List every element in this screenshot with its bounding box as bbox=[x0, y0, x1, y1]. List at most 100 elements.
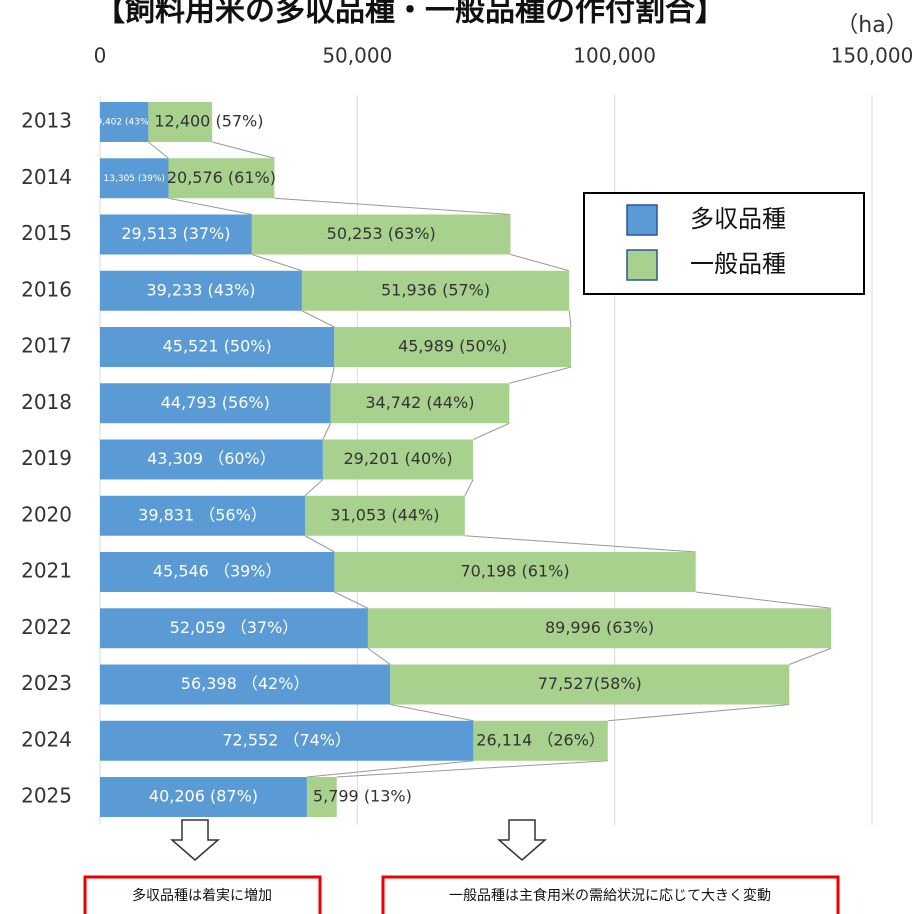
y-tick-label: 2013 bbox=[21, 109, 72, 133]
y-tick-label: 2023 bbox=[21, 671, 72, 695]
y-tick-label: 2016 bbox=[21, 277, 72, 301]
data-label: 31,053 (44%) bbox=[330, 505, 439, 524]
bar bbox=[100, 495, 305, 536]
data-label: 13,305 (39%) bbox=[104, 174, 165, 184]
y-tick-label: 2015 bbox=[21, 221, 72, 245]
connector bbox=[509, 366, 572, 384]
connector bbox=[304, 535, 335, 553]
connector bbox=[607, 704, 790, 722]
unit-label: （ha） bbox=[836, 13, 907, 38]
arrow bbox=[169, 819, 221, 861]
connector bbox=[472, 422, 510, 440]
data-label: 12,400 (57%) bbox=[154, 112, 263, 131]
bar bbox=[100, 552, 335, 592]
data-label: 44,793 (56%) bbox=[161, 393, 270, 412]
bar bbox=[473, 720, 608, 761]
connector bbox=[336, 760, 608, 778]
y-tick-label: 2019 bbox=[21, 446, 72, 470]
connector bbox=[390, 704, 474, 722]
connector bbox=[568, 310, 572, 328]
arrow bbox=[496, 819, 548, 861]
bar bbox=[100, 664, 391, 705]
bar bbox=[367, 608, 832, 649]
bar bbox=[334, 327, 571, 367]
annotation-box bbox=[83, 875, 322, 914]
data-label: 29,201 (40%) bbox=[343, 449, 452, 468]
bar bbox=[148, 102, 213, 142]
legend-swatch bbox=[626, 249, 658, 281]
connector bbox=[695, 591, 832, 609]
data-label: 72,552 （74%） bbox=[222, 730, 351, 749]
y-tick-label: 2025 bbox=[21, 784, 72, 808]
data-label: 9,402 (43%) bbox=[96, 118, 152, 128]
data-label: 40,206 (87%) bbox=[149, 787, 258, 806]
bar bbox=[306, 777, 337, 817]
legend-label: 一般品種 bbox=[690, 250, 786, 278]
connector bbox=[334, 591, 369, 609]
data-label: 45,521 (50%) bbox=[163, 337, 272, 356]
annotation: 多収品種は着実に増加 bbox=[132, 887, 272, 904]
chart-title: 【飼料用米の多収品種・一般品種の作付割合】 bbox=[95, 0, 725, 29]
bar bbox=[390, 664, 790, 705]
bar bbox=[322, 439, 474, 480]
connector bbox=[510, 254, 570, 272]
data-label: 52,059 （37%） bbox=[170, 618, 299, 637]
bar bbox=[100, 720, 474, 761]
connector bbox=[367, 647, 391, 665]
data-label: 50,253 (63%) bbox=[327, 224, 436, 243]
connector bbox=[322, 423, 331, 440]
data-label: 89,996 (63%) bbox=[545, 618, 654, 637]
y-tick-label: 2020 bbox=[21, 502, 72, 526]
bar bbox=[100, 327, 335, 367]
bar bbox=[100, 777, 307, 817]
data-label: 39,233 (43%) bbox=[146, 280, 255, 299]
x-tick-label: 150,000 bbox=[831, 44, 914, 68]
data-label: 39,831 （56%） bbox=[138, 505, 267, 524]
data-label: 34,742 (44%) bbox=[365, 393, 474, 412]
connector bbox=[464, 479, 474, 496]
legend-label: 多収品種 bbox=[690, 205, 786, 233]
bar bbox=[168, 158, 275, 199]
legend-swatch bbox=[626, 204, 658, 236]
connector bbox=[306, 760, 474, 778]
connector bbox=[212, 141, 275, 159]
connector bbox=[464, 535, 696, 553]
y-tick-label: 2024 bbox=[21, 727, 72, 751]
y-tick-label: 2018 bbox=[21, 390, 72, 414]
bar bbox=[330, 383, 510, 424]
annotation-box bbox=[381, 875, 840, 914]
connector bbox=[330, 366, 335, 384]
data-label: 20,576 (61%) bbox=[167, 168, 276, 187]
bar bbox=[100, 214, 252, 255]
data-label: 70,198 (61%) bbox=[460, 562, 569, 581]
bar bbox=[100, 158, 169, 199]
data-label: 51,936 (57%) bbox=[381, 280, 490, 299]
bar bbox=[334, 552, 696, 592]
connector bbox=[789, 647, 832, 665]
data-label: 5,799 (13%) bbox=[313, 787, 412, 806]
y-tick-label: 2014 bbox=[21, 165, 72, 189]
x-tick-label: 0 bbox=[94, 44, 107, 68]
data-label: 26,114 （26%） bbox=[476, 730, 605, 749]
annotation: 一般品種は主食用米の需給状況に応じて大きく変動 bbox=[449, 887, 771, 904]
data-label: 29,513 (37%) bbox=[121, 224, 230, 243]
bar bbox=[100, 102, 149, 142]
y-tick-label: 2017 bbox=[21, 334, 72, 358]
connector bbox=[274, 197, 511, 215]
connector bbox=[148, 141, 169, 159]
bar bbox=[301, 270, 570, 311]
bar bbox=[251, 214, 511, 255]
data-label: 45,546 （39%） bbox=[153, 562, 282, 581]
connector bbox=[168, 197, 252, 215]
bar bbox=[304, 495, 465, 536]
connector bbox=[304, 479, 324, 497]
bar bbox=[100, 439, 323, 480]
bar bbox=[100, 383, 331, 424]
data-label: 77,527(58%) bbox=[538, 674, 642, 693]
y-tick-label: 2021 bbox=[21, 559, 72, 583]
connector bbox=[251, 254, 303, 272]
bar bbox=[100, 270, 302, 311]
data-label: 56,398 （42%） bbox=[181, 674, 310, 693]
x-tick-label: 100,000 bbox=[573, 44, 656, 68]
